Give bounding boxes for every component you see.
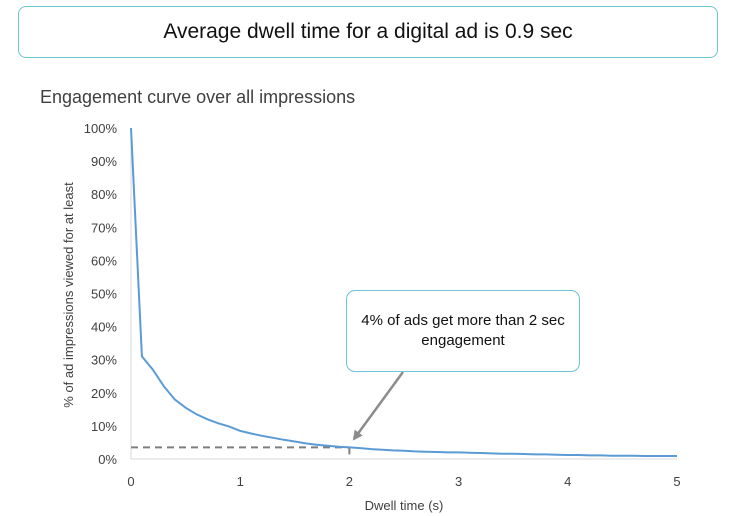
y-tick-label: 20% <box>91 386 117 401</box>
headline-text: Average dwell time for a digital ad is 0… <box>163 20 573 43</box>
x-tick-label: 3 <box>455 474 462 489</box>
y-axis-label: % of ad impressions viewed for at least <box>61 182 76 408</box>
y-tick-label: 40% <box>91 320 117 335</box>
headline-box: Average dwell time for a digital ad is 0… <box>18 6 718 58</box>
x-tick-label: 4 <box>564 474 571 489</box>
y-tick-label: 30% <box>91 353 117 368</box>
y-tick-label: 70% <box>91 220 117 235</box>
y-tick-label: 10% <box>91 419 117 434</box>
y-tick-label: 60% <box>91 253 117 268</box>
callout-arrow <box>352 371 405 441</box>
y-tick-label: 0% <box>98 452 117 467</box>
y-tick-label: 90% <box>91 154 117 169</box>
chart-title: Engagement curve over all impressions <box>40 87 355 107</box>
x-tick-label: 5 <box>673 474 680 489</box>
y-tick-label: 50% <box>91 287 117 302</box>
callout-box: 4% of ads get more than 2 sec engagement <box>346 290 580 372</box>
y-tick-label: 80% <box>91 187 117 202</box>
callout-text: 4% of ads get more than 2 sec engagement <box>361 312 565 349</box>
x-tick-label: 1 <box>237 474 244 489</box>
series-line-engagement <box>130 127 677 457</box>
x-tick-label: 0 <box>127 474 134 489</box>
x-axis-label: Dwell time (s) <box>365 498 444 513</box>
x-tick-label: 2 <box>346 474 353 489</box>
y-tick-label: 100% <box>84 121 118 136</box>
